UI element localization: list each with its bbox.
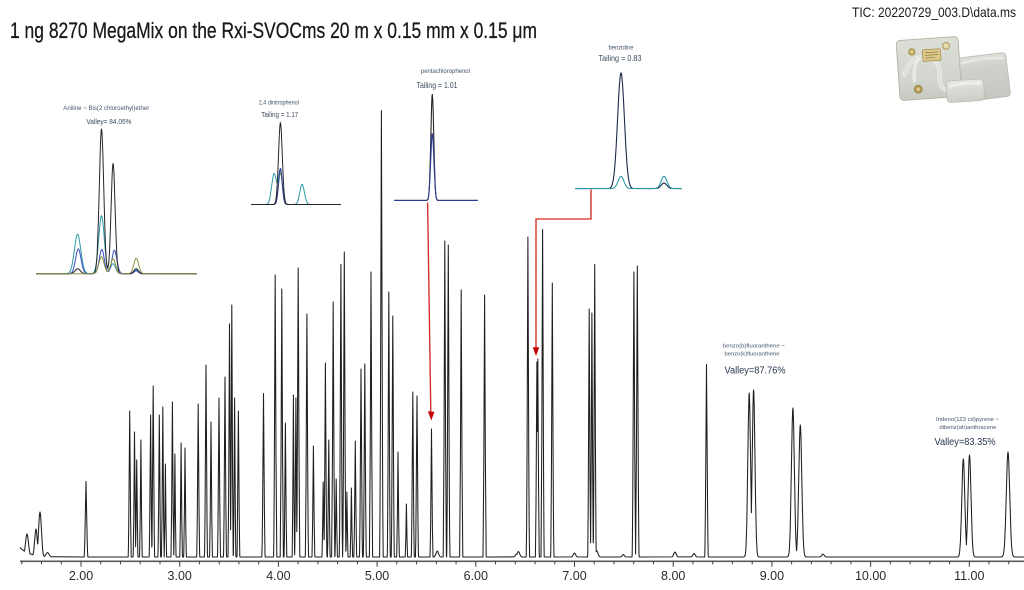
svg-text:10.00: 10.00 (855, 569, 886, 583)
svg-text:dibenz(ah)anthracene: dibenz(ah)anthracene (939, 425, 996, 431)
svg-text:7.00: 7.00 (562, 569, 586, 583)
svg-text:Valley=87.76%: Valley=87.76% (725, 366, 786, 377)
svg-text:6.00: 6.00 (464, 569, 488, 583)
svg-text:benzo(b)fluoranthene ~: benzo(b)fluoranthene ~ (723, 344, 786, 350)
svg-text:Indeno(123 cd)pyrene ~: Indeno(123 cd)pyrene ~ (936, 417, 1000, 423)
svg-text:Tailing = 1.17: Tailing = 1.17 (261, 110, 298, 119)
svg-text:2,4 dinitrophenol: 2,4 dinitrophenol (259, 100, 299, 107)
svg-text:pentachlorophenol: pentachlorophenol (421, 68, 470, 75)
svg-text:TIC: 20220729_003.D\data.ms: TIC: 20220729_003.D\data.ms (852, 4, 1016, 20)
svg-text:2.00: 2.00 (69, 569, 93, 583)
svg-text:11.00: 11.00 (954, 569, 984, 583)
svg-text:Valley= 84.05%: Valley= 84.05% (86, 117, 131, 126)
svg-text:4.00: 4.00 (266, 569, 290, 583)
svg-text:benzo(k)fluoranthene: benzo(k)fluoranthene (725, 351, 780, 357)
svg-text:5.00: 5.00 (365, 569, 389, 583)
svg-text:8.00: 8.00 (661, 569, 685, 583)
svg-text:Valley=83.35%: Valley=83.35% (935, 437, 996, 448)
svg-text:9.00: 9.00 (760, 569, 784, 583)
svg-text:Tailing = 0.83: Tailing = 0.83 (599, 54, 642, 63)
svg-text:1 ng 8270 MegaMix on the Rxi-S: 1 ng 8270 MegaMix on the Rxi-SVOCms 20 m… (10, 18, 537, 43)
svg-text:3.00: 3.00 (168, 569, 192, 583)
svg-text:Aniline ~ Bis(2 chloroethyl)et: Aniline ~ Bis(2 chloroethyl)ether (63, 106, 149, 112)
svg-text:Tailing = 1.01: Tailing = 1.01 (417, 81, 458, 90)
svg-text:benzidine: benzidine (609, 45, 635, 52)
